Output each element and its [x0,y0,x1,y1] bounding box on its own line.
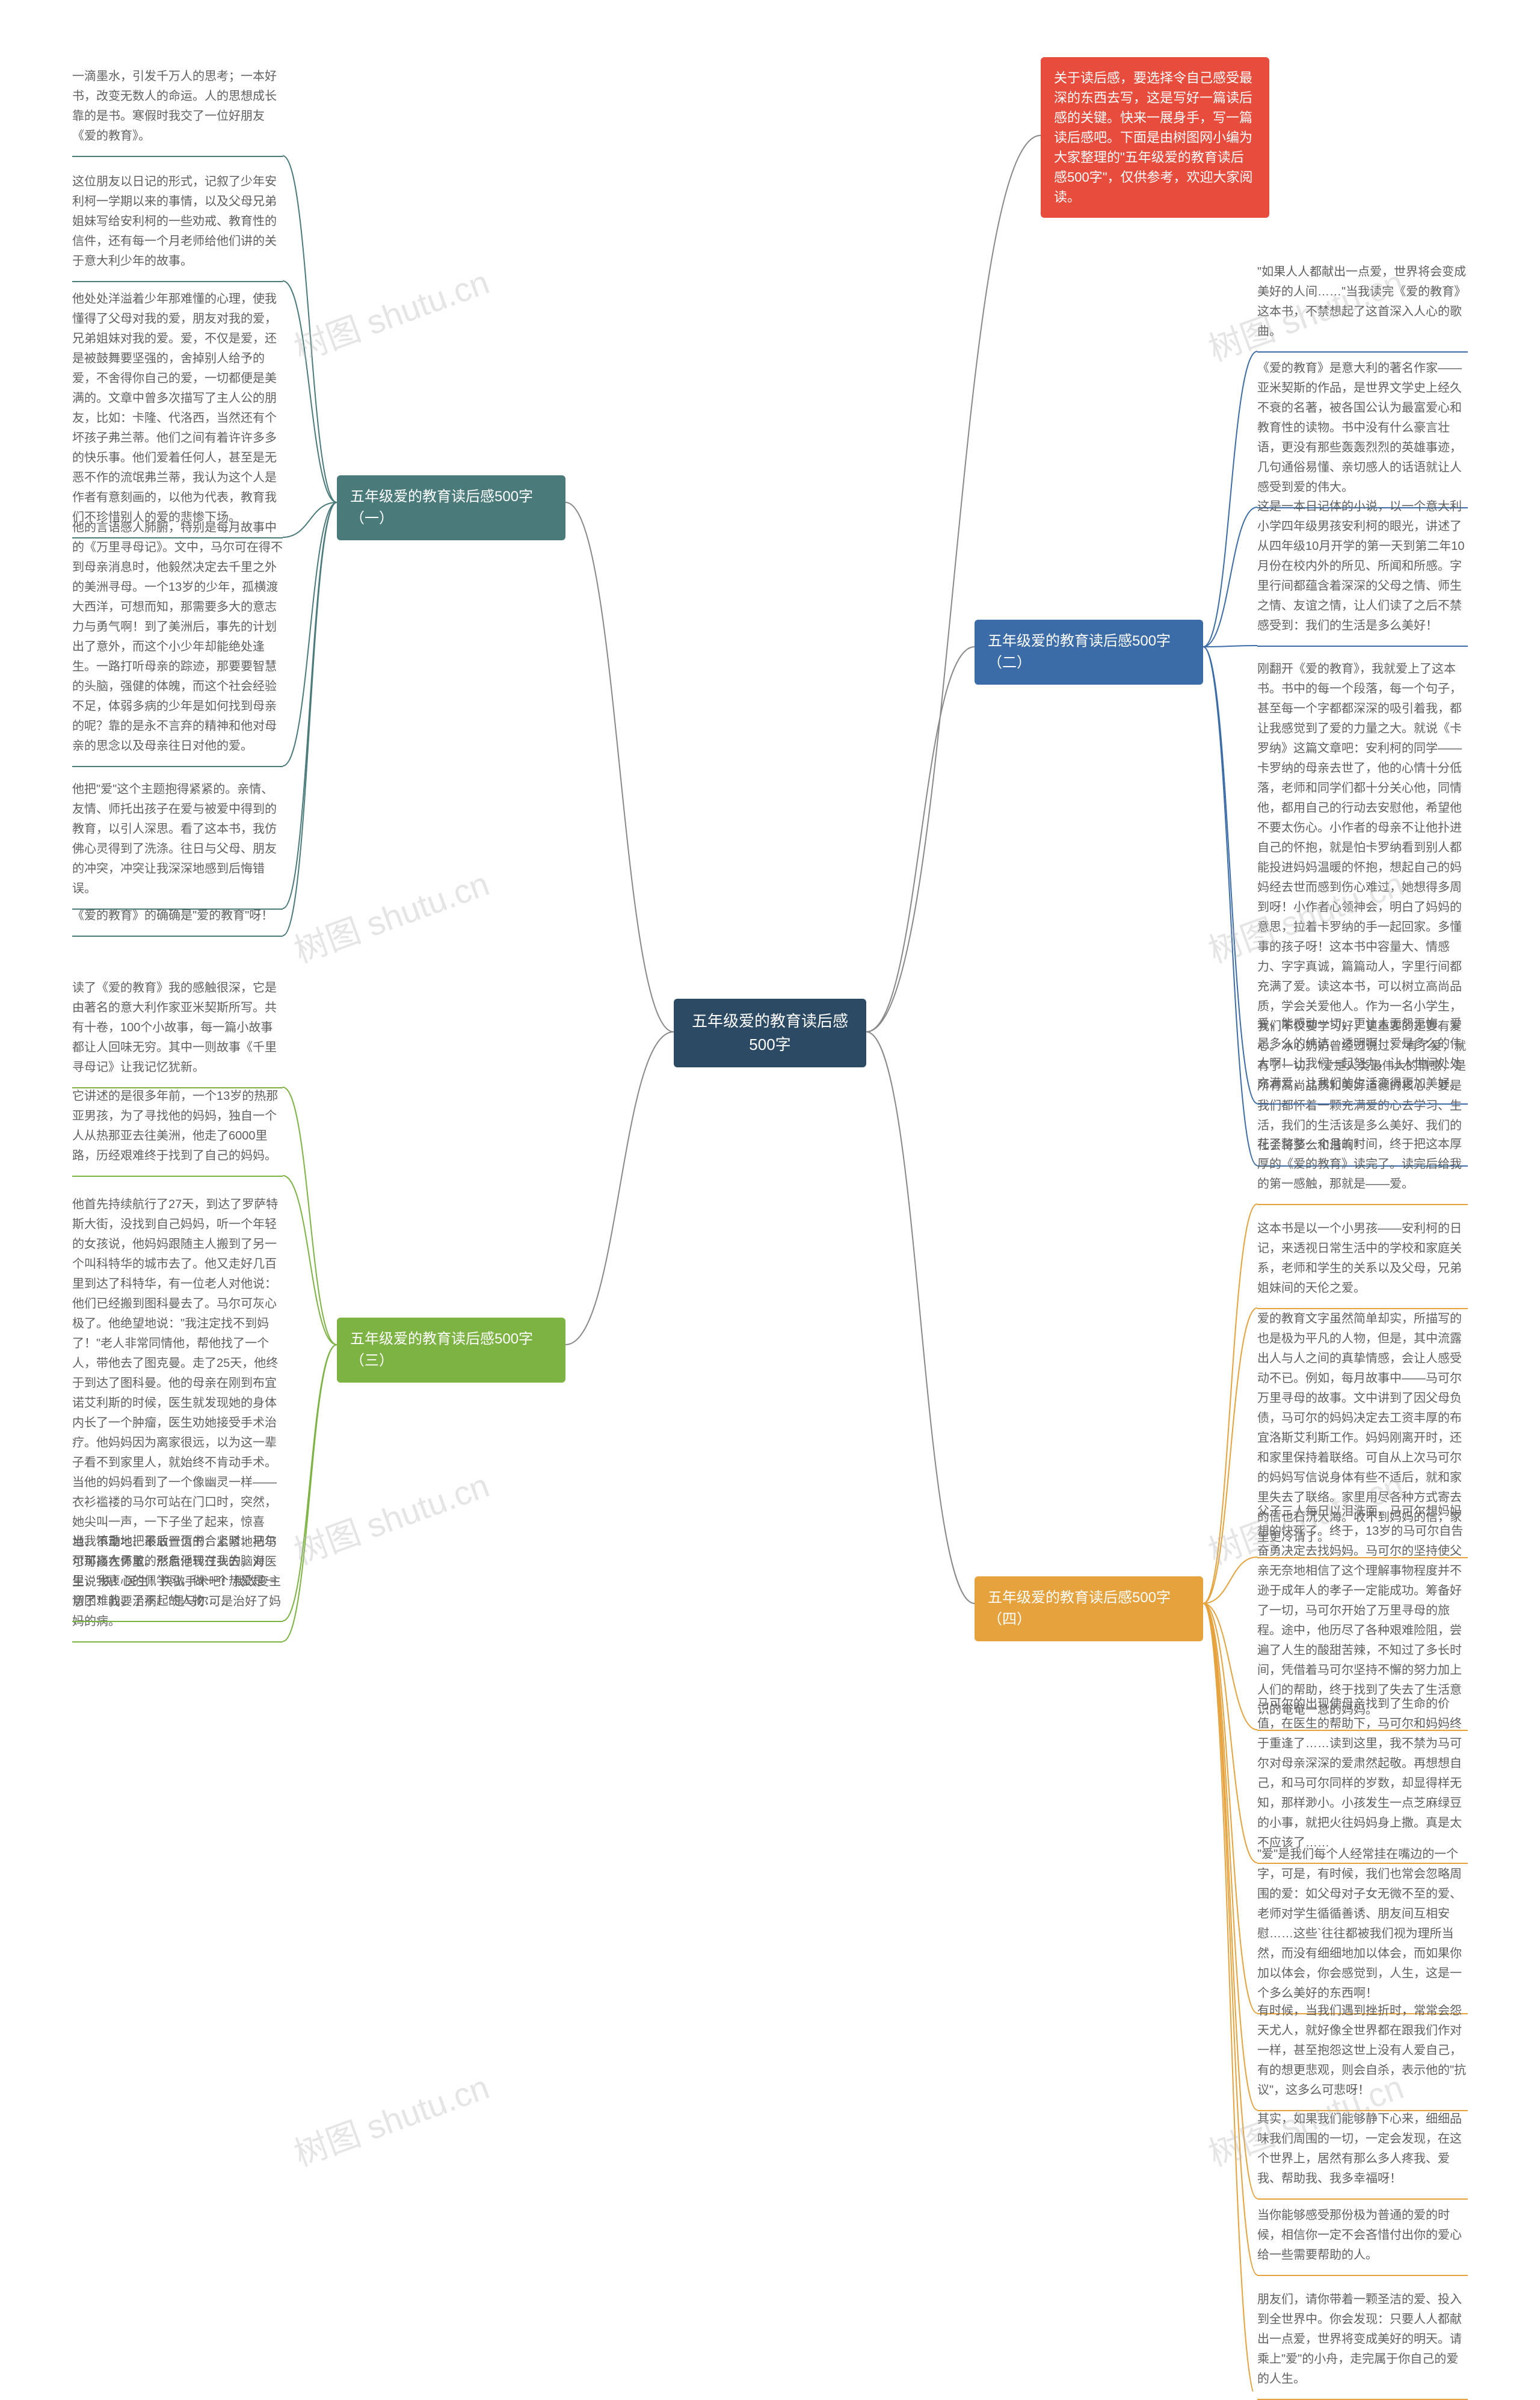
branch-node: 五年级爱的教育读后感500字（四） [975,1576,1203,1641]
leaf-underline [72,1621,283,1622]
leaf-underline [1257,1103,1468,1105]
leaf-underline [72,156,283,157]
watermark: 树图 shutu.cn [286,857,495,972]
leaf-text: 他的言语感人肺腑，特别是每月故事中的《万里寻母记》。文中，马尔可在得不到母亲消息… [72,514,283,767]
leaf-text: 爱，能感动一切，更让人无怨无悔。爱是多么的纯洁、透明啊！爱是多么的伟大啊！让我们… [1257,1011,1468,1105]
branch-node: 五年级爱的教育读后感500字（三） [337,1318,565,1383]
leaf-text: 《爱的教育》的确确是"爱的教育"呀！ [72,902,283,937]
branch-node: 五年级爱的教育读后感500字（二） [975,620,1203,685]
leaf-text: 这位朋友以日记的形式，记叙了少年安利柯一学期以来的事情，以及父母兄弟姐妹写给安利… [72,168,283,282]
watermark: 树图 shutu.cn [286,1458,495,1574]
leaf-text: 这本书是以一个小男孩——安利柯的日记，来透视日常生活中的学校和家庭关系，老师和学… [1257,1215,1468,1309]
leaf-underline [1257,646,1468,647]
leaf-underline [1257,2198,1468,2200]
watermark: 树图 shutu.cn [286,255,495,371]
leaf-underline [72,766,283,767]
leaf-text: 当我慎重地把最后一页书合上时，马尔可那高大勇敢的形象浮现在我的脑海里，我衷心的佩… [72,1528,283,1622]
watermark: 树图 shutu.cn [286,2060,495,2176]
leaf-text: 他把"爱"这个主题抱得紧紧的。亲情、友情、师托出孩子在爱与被爱中得到的教育，以引… [72,776,283,910]
leaf-text: 它讲述的是很多年前，一个13岁的热那亚男孩，为了寻找他的妈妈，独自一个人从热那亚… [72,1083,283,1177]
leaf-underline [72,1641,283,1643]
leaf-underline [72,1176,283,1177]
center-node: 五年级爱的教育读后感500字 [674,999,866,1067]
leaf-text: 当你能够感受那份极为普通的爱的时候，相信你一定不会吝惜付出你的爱心给一些需要帮助… [1257,2202,1468,2276]
leaf-text: "爱"是我们每个人经常挂在嘴边的一个字，可是，有时候，我们也常会忽略周围的爱：如… [1257,1841,1468,2014]
leaf-text: 他处处洋溢着少年那难懂的心理，使我懂得了父母对我的爱，朋友对我的爱，兄弟姐妹对我… [72,286,283,538]
leaf-text: 花了整整一个月的时间，终于把这本厚厚的《爱的教育》读完了。读完后给我的第一感触，… [1257,1131,1468,1205]
leaf-text: 其实，如果我们能够静下心来，细细品味我们周围的一切，一定会发现，在这个世界上，居… [1257,2106,1468,2200]
leaf-underline [72,281,283,282]
leaf-text: 马可尔的出现使母亲找到了生命的价值，在医生的帮助下，马可尔和妈妈终于重逢了……读… [1257,1691,1468,1864]
leaf-text: 朋友们，请你带着一颗圣洁的爱、投入到全世界中。你会发现：只要人人都献出一点爱，世… [1257,2286,1468,2400]
branch-node: 关于读后感，要选择令自己感受最深的东西去写，这是写好一篇读后感的关键。快来一展身… [1041,57,1269,218]
leaf-underline [1257,351,1468,353]
leaf-underline [1257,1204,1468,1205]
leaf-text: 这是一本日记体的小说，以一个意大利小学四年级男孩安利柯的眼光，讲述了从四年级10… [1257,493,1468,647]
leaf-underline [1257,2275,1468,2276]
leaf-underline [72,936,283,937]
branch-node: 五年级爱的教育读后感500字（一） [337,475,565,540]
leaf-text: 有时候，当我们遇到挫折时，常常会怨天尤人，就好像全世界都在跟我们作对一样，甚至抱… [1257,1997,1468,2111]
leaf-text: 《爱的教育》是意大利的著名作家——亚米契斯的作品，是世界文学史上经久不衰的名著，… [1257,355,1468,508]
leaf-text: 读了《爱的教育》我的感触很深，它是由著名的意大利作家亚米契斯所写。共有十卷，10… [72,975,283,1088]
leaf-text: 一滴墨水，引发千万人的思考；一本好书，改变无数人的命运。人的思想成长靠的是书。寒… [72,63,283,157]
leaf-text: "如果人人都献出一点爱，世界将会变成美好的人间……"当我读完《爱的教育》这本书，… [1257,259,1468,353]
